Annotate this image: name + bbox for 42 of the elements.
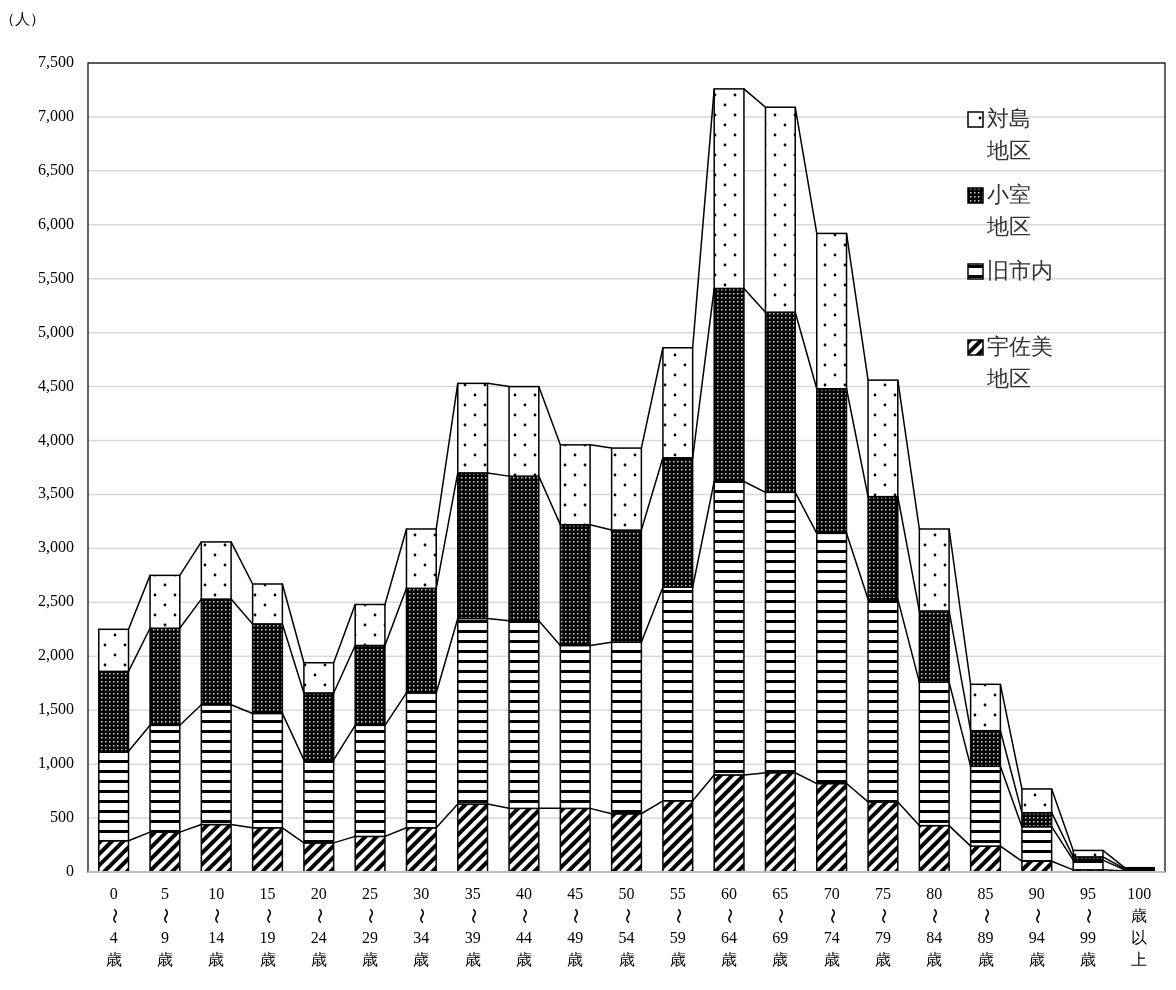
- x-tick-label: 35〜39歳: [463, 884, 483, 970]
- x-tick-label: 65〜69歳: [770, 884, 790, 970]
- y-tick-label: 4,000: [37, 430, 74, 449]
- x-tick-label: 5〜9歳: [155, 884, 175, 970]
- y-tick-label: 5,500: [37, 268, 74, 287]
- y-tick-label: 1,500: [37, 700, 74, 719]
- legend-label: 宇佐美地区: [987, 333, 1053, 393]
- legend-label: 小室地区: [987, 181, 1031, 241]
- x-tick-label: 70〜74歳: [822, 884, 842, 970]
- y-tick-label: 0: [65, 862, 74, 880]
- x-tick-label: 30〜34歳: [411, 884, 431, 970]
- x-tick-label: 50〜54歳: [617, 884, 636, 970]
- x-tick-label: 85〜89歳: [976, 884, 995, 970]
- y-tick-label: 3,500: [37, 484, 74, 503]
- legend-label: 旧市内: [987, 257, 1053, 285]
- y-tick-label: 4,500: [37, 376, 74, 395]
- x-tick-label: 55〜59歳: [668, 884, 688, 970]
- y-tick-label: 6,000: [37, 214, 74, 233]
- y-tick-label: 2,000: [37, 646, 74, 665]
- y-tick-label: 1,000: [37, 754, 74, 773]
- x-tick-label: 25〜29歳: [360, 884, 380, 970]
- y-tick-label: 6,500: [37, 160, 74, 179]
- y-tick-label: 7,000: [37, 106, 74, 125]
- y-tick-label: 2,500: [37, 592, 74, 611]
- x-tick-label: 10〜14歳: [206, 884, 226, 970]
- y-tick-label: 5,000: [37, 322, 74, 341]
- x-tick-label: 20〜24歳: [309, 884, 329, 970]
- y-tick-label: 7,500: [37, 53, 74, 71]
- legend-label: 対島地区: [987, 105, 1031, 165]
- x-tick-label: 80〜84歳: [924, 884, 944, 970]
- x-tick-label: 95〜99歳: [1078, 884, 1098, 970]
- y-tick-label: 500: [49, 808, 74, 827]
- x-tick-label: 0〜4歳: [104, 884, 124, 970]
- x-tick-label: 15〜19歳: [258, 884, 277, 970]
- x-tick-label: 60〜64歳: [719, 884, 739, 970]
- x-tick-label: 45〜49歳: [565, 884, 585, 970]
- x-tick-label: 40〜44歳: [514, 884, 534, 970]
- x-tick-label: 100歳以上: [1127, 884, 1152, 970]
- y-tick-label: 3,000: [37, 538, 74, 557]
- x-tick-label: 75〜79歳: [873, 884, 893, 970]
- x-tick-label: 90〜94歳: [1027, 884, 1047, 970]
- y-axis-title: （人）: [0, 10, 46, 29]
